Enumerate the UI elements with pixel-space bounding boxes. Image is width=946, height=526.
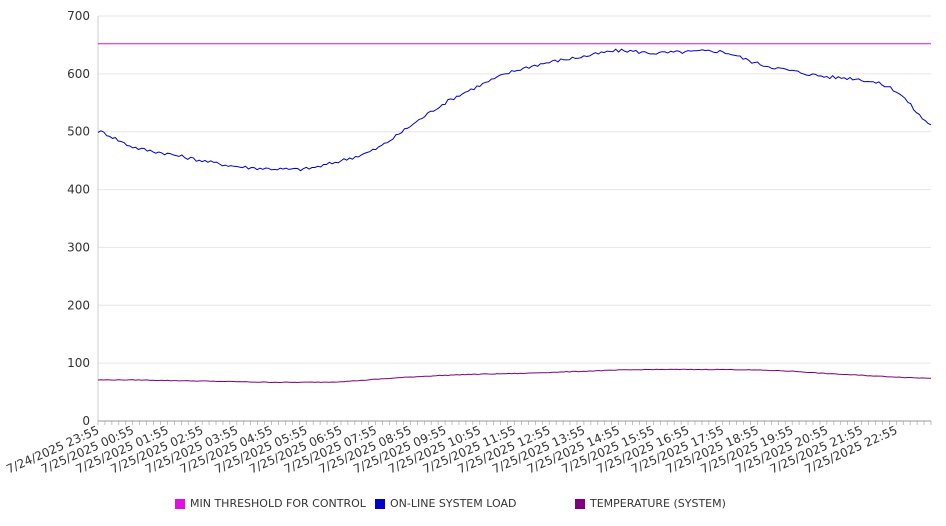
legend: MIN THRESHOLD FOR CONTROL ON-LINE SYSTEM… (0, 497, 946, 517)
y-tick-label-0: 0 (82, 414, 90, 428)
y-tick-labels: 0 100 200 300 400 500 600 700 (67, 9, 90, 428)
series-line-2 (97, 368, 932, 384)
y-tick-label-700: 700 (67, 9, 90, 23)
legend-label-temperature: TEMPERATURE (SYSTEM) (590, 497, 726, 510)
legend-swatch-min-threshold (175, 498, 185, 509)
legend-label-system-load: ON-LINE SYSTEM LOAD (390, 497, 517, 510)
grid-lines (98, 15, 931, 364)
line-chart: 0 100 200 300 400 500 600 700 7/24/2025 23:557/… (4, 9, 932, 476)
y-tick-label-400: 400 (67, 183, 90, 197)
y-tick-label-500: 500 (67, 125, 90, 139)
legend-item-system-load[interactable]: ON-LINE SYSTEM LOAD (375, 497, 516, 510)
legend-label-min-threshold: MIN THRESHOLD FOR CONTROL (190, 497, 366, 510)
legend-item-temperature[interactable]: TEMPERATURE (SYSTEM) (575, 497, 726, 510)
legend-item-min-threshold[interactable]: MIN THRESHOLD FOR CONTROL (175, 497, 366, 510)
series-lines (97, 43, 932, 384)
y-tick-label-200: 200 (67, 298, 90, 312)
y-tick-label-300: 300 (67, 240, 90, 254)
axes (97, 16, 932, 425)
series-line-1 (97, 48, 932, 172)
y-tick-label-600: 600 (67, 67, 90, 81)
legend-swatch-temperature (575, 498, 585, 509)
x-tick-labels: 7/24/2025 23:557/25/2025 00:557/25/2025 … (4, 423, 899, 476)
y-tick-label-100: 100 (67, 356, 90, 370)
legend-swatch-system-load (375, 498, 385, 509)
